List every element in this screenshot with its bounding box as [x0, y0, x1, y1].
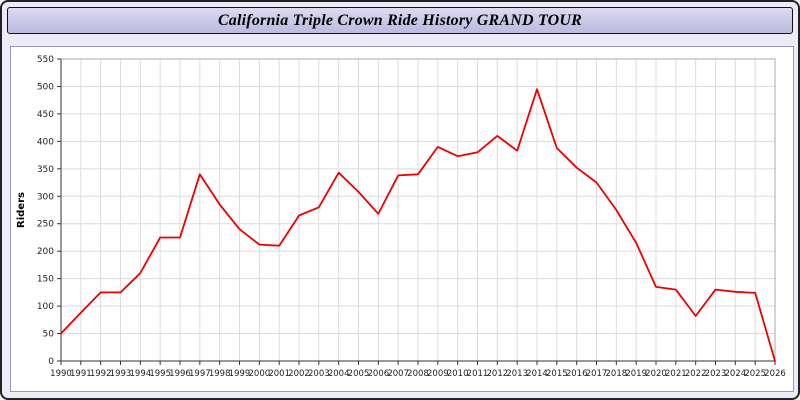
y-tick-label: 550 [37, 55, 54, 65]
x-tick-label: 2009 [427, 369, 449, 379]
x-tick-label: 2008 [407, 369, 429, 379]
x-tick-label: 2002 [288, 369, 310, 379]
x-tick-label: 2001 [268, 369, 290, 379]
x-tick-label: 2026 [764, 369, 786, 379]
x-tick-label: 2000 [249, 369, 271, 379]
y-tick-label: 450 [37, 110, 54, 120]
x-tick-label: 2022 [685, 369, 707, 379]
x-tick-label: 1999 [229, 369, 251, 379]
x-tick-label: 2024 [725, 369, 747, 379]
x-tick-label: 1993 [110, 369, 132, 379]
x-tick-label: 1996 [169, 369, 191, 379]
x-tick-label: 2014 [526, 369, 548, 379]
chart-panel: 0 50 100 150 200 250 300 350 400 450 500 550 1990 199… [10, 46, 794, 392]
x-tick-label: 2019 [625, 369, 647, 379]
x-tick-label: 2017 [586, 369, 608, 379]
x-tick-label: 2007 [387, 369, 409, 379]
x-tick-label: 1998 [209, 369, 231, 379]
x-tick-label: 2016 [566, 369, 588, 379]
y-tick-label: 400 [37, 137, 54, 147]
x-tick-label: 2011 [467, 369, 489, 379]
x-tick-label: 2010 [447, 369, 469, 379]
y-tick-label: 200 [37, 247, 54, 257]
x-tick-label: 2023 [705, 369, 727, 379]
x-tick-label: 2018 [606, 369, 628, 379]
y-tick-label: 150 [37, 275, 54, 285]
x-tick-label: 2015 [546, 369, 568, 379]
x-tick-label: 2025 [744, 369, 766, 379]
y-tick-label: 300 [37, 192, 54, 202]
y-tick-label: 50 [43, 330, 55, 340]
x-tick-label: 2003 [308, 369, 330, 379]
x-tick-label: 2012 [487, 369, 509, 379]
x-tick-label: 2004 [328, 369, 350, 379]
y-tick-label: 0 [48, 357, 54, 367]
chart-svg: 0501001502002503003504004505005501990199… [16, 55, 786, 379]
chart-title: California Triple Crown Ride History GRA… [217, 11, 583, 29]
title-bar: California Triple Crown Ride History GRA… [7, 7, 793, 34]
x-tick-label: 1992 [90, 369, 112, 379]
x-tick-label: 1994 [130, 369, 152, 379]
x-tick-label: 2013 [506, 369, 528, 379]
x-tick-label: 1995 [149, 369, 171, 379]
y-tick-label: 100 [37, 302, 54, 312]
y-tick-label: 500 [37, 82, 54, 92]
y-tick-label: 350 [37, 165, 54, 175]
x-tick-label: 2021 [665, 369, 687, 379]
x-tick-label: 1990 [50, 369, 72, 379]
data-series-line [60, 88, 776, 362]
x-tick-label: 2020 [645, 369, 667, 379]
y-axis-title: Riders [16, 192, 27, 228]
x-tick-label: 1991 [70, 369, 92, 379]
x-tick-label: 1997 [189, 369, 211, 379]
y-tick-label: 250 [37, 220, 54, 230]
x-tick-label: 2005 [348, 369, 370, 379]
x-tick-label: 2006 [368, 369, 390, 379]
